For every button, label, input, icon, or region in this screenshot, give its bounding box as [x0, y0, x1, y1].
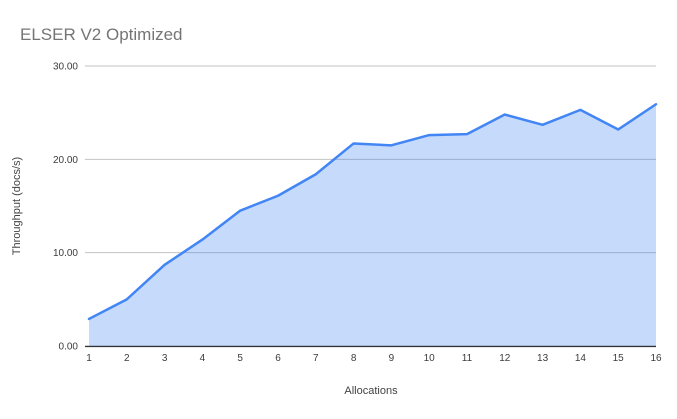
x-tick-label: 4: [200, 353, 206, 364]
x-tick-label: 15: [613, 353, 625, 364]
x-tick-label: 1: [86, 353, 92, 364]
x-axis-title: Allocations: [344, 385, 398, 397]
x-tick-label: 9: [389, 353, 395, 364]
x-tick-label: 3: [162, 353, 168, 364]
x-tick-label: 6: [275, 353, 281, 364]
series-line: [87, 103, 658, 321]
y-tick-label: 20.00: [53, 155, 78, 166]
x-tick-label: 7: [313, 353, 319, 364]
y-tick-label: 30.00: [53, 62, 78, 73]
chart-title: ELSER V2 Optimized: [20, 25, 183, 44]
x-tick-label: 10: [424, 353, 436, 364]
y-tick-label: 0.00: [59, 342, 79, 353]
y-tick-label: 10.00: [53, 248, 78, 259]
area-fill: [89, 104, 656, 347]
x-tick-label: 2: [124, 353, 130, 364]
x-tick-label: 14: [575, 353, 587, 364]
y-axis-title: Throughput (docs/s): [11, 156, 23, 256]
x-tick-label: 13: [537, 353, 549, 364]
x-tick-label: 16: [650, 353, 662, 364]
x-tick-label: 8: [351, 353, 357, 364]
x-tick-label: 11: [462, 353, 473, 364]
x-tick-label: 5: [237, 353, 243, 364]
x-tick-label: 12: [499, 353, 511, 364]
